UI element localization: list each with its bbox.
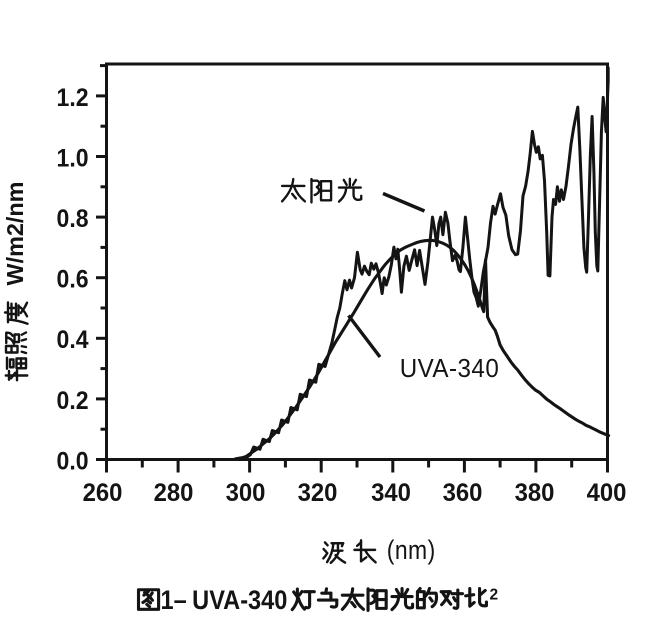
svg-text:2: 2 — [490, 587, 499, 604]
svg-text:0.6: 0.6 — [57, 266, 89, 294]
svg-text:UVA-340: UVA-340 — [192, 585, 287, 615]
svg-text:UVA-340: UVA-340 — [400, 354, 500, 383]
svg-text:1.0: 1.0 — [57, 145, 89, 173]
svg-text:0.4: 0.4 — [57, 326, 90, 354]
svg-text:1.2: 1.2 — [57, 84, 89, 112]
svg-text:380: 380 — [515, 479, 555, 507]
svg-text:1–: 1– — [161, 585, 187, 615]
svg-text:300: 300 — [226, 479, 266, 507]
svg-text:280: 280 — [154, 479, 194, 507]
svg-text:340: 340 — [371, 479, 411, 507]
svg-text:360: 360 — [443, 479, 483, 507]
svg-text:(nm): (nm) — [387, 535, 436, 565]
svg-text:260: 260 — [83, 479, 123, 507]
svg-text:0.0: 0.0 — [57, 448, 89, 476]
svg-text:0.8: 0.8 — [57, 205, 89, 233]
svg-text:0.2: 0.2 — [57, 387, 89, 415]
svg-text:320: 320 — [298, 479, 338, 507]
svg-text:W/m2/nm: W/m2/nm — [2, 182, 28, 286]
svg-text:400: 400 — [587, 479, 627, 507]
